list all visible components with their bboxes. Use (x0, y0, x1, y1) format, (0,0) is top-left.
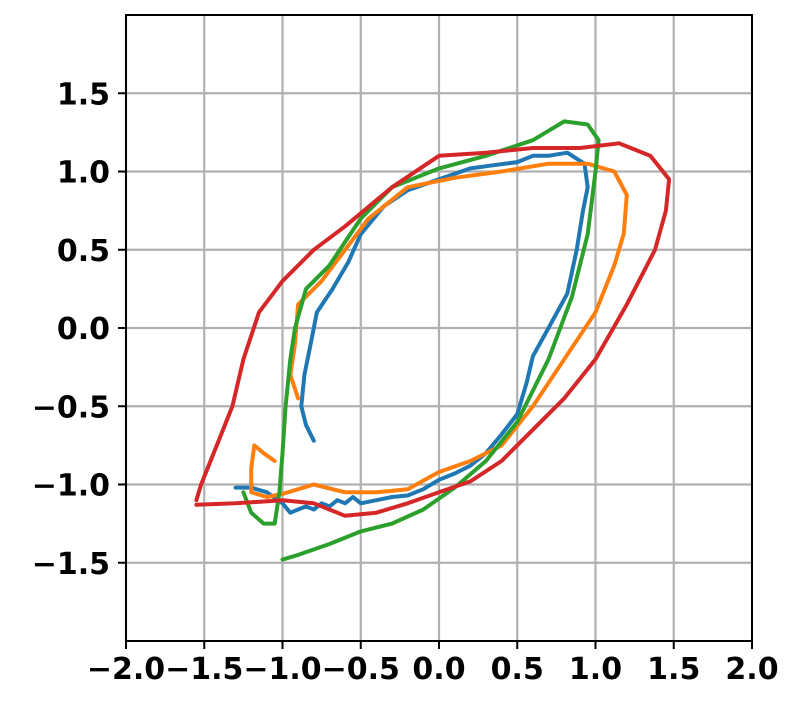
x-tick-label: −1.0 (243, 652, 321, 687)
ticks-layer (118, 92, 753, 649)
series-line-2 (249, 161, 629, 499)
y-tick-label: −0.5 (32, 390, 110, 425)
series-line-3 (241, 119, 601, 562)
x-tick-label: −0.5 (322, 652, 400, 687)
tick-labels-layer: −2.0 −1.5 −1.0 −0.5 0.0 0.5 1.0 1.5 2.0−1.5−1.0−… (32, 77, 779, 687)
series-layer (194, 119, 672, 562)
x-tick-label: 0.0 (412, 652, 465, 687)
y-tick-label: 1.0 (57, 156, 110, 191)
x-tick-label: 1.0 (569, 652, 622, 687)
x-tick-label: 2.0 (725, 652, 778, 687)
y-tick-label: 1.5 (57, 77, 110, 112)
y-tick-label: 0.5 (57, 234, 110, 269)
y-tick-label: −1.0 (32, 469, 110, 504)
y-tick-label: −1.5 (32, 547, 110, 582)
x-tick-label: −1.5 (165, 652, 243, 687)
x-tick-label: 1.5 (647, 652, 700, 687)
x-tick-label: −2.0 (87, 652, 165, 687)
x-tick-label: 0.5 (491, 652, 544, 687)
grid-layer (124, 15, 754, 641)
y-tick-label: 0.0 (57, 312, 110, 347)
series-line-4 (194, 141, 672, 518)
series-line-1 (233, 150, 590, 515)
